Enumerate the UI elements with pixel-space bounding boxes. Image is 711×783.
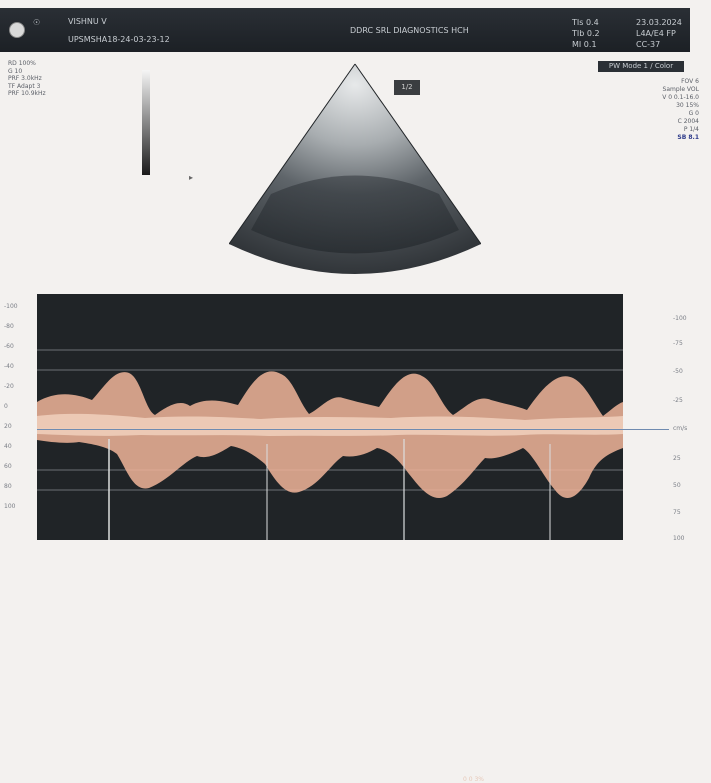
- left-scale-label: -20: [4, 383, 14, 390]
- right-scale-label: 75: [673, 509, 681, 516]
- doppler-spectrum: [37, 294, 623, 540]
- right-scale-label: -50: [673, 368, 683, 375]
- study-id: UPSMSHA18-24-03-23-12: [68, 35, 170, 44]
- left-info-panel: RD 100% G 10 PRF 3.0kHz TF Adapt 3 PRF 1…: [8, 60, 46, 98]
- cursor-icon: ▸: [189, 173, 194, 182]
- tis-value: TIs 0.4: [572, 18, 599, 27]
- sample-volume-text: 0 0 3%: [463, 776, 484, 783]
- spectral-doppler: 0 0 3%: [37, 294, 623, 783]
- left-scale-label: 40: [4, 443, 12, 450]
- logo-label: ☉: [33, 18, 41, 27]
- right-info-line: G 0: [688, 110, 699, 117]
- left-info-line: RD 100%: [8, 60, 36, 67]
- left-scale-label: 20: [4, 423, 12, 430]
- right-info-line: 30 15%: [676, 102, 699, 109]
- hospital-name: DDRC SRL DIAGNOSTICS HCH: [350, 26, 469, 35]
- ultrasound-sector: [229, 63, 481, 274]
- doppler-baseline: [37, 429, 669, 430]
- patient-name: VISHNU V: [68, 17, 107, 26]
- probe-name: L4A/E4 FP: [636, 29, 676, 38]
- left-scale-label: -80: [4, 323, 14, 330]
- right-info-line: P 1/4: [683, 126, 699, 133]
- left-scale-label: 80: [4, 483, 12, 490]
- logo-icon: [9, 22, 25, 38]
- left-scale-label: -100: [4, 303, 18, 310]
- left-scale-label: 60: [4, 463, 12, 470]
- tib-value: TIb 0.2: [572, 29, 600, 38]
- right-info-line: Sample VOL: [662, 86, 699, 93]
- image-tag: 1/2: [394, 80, 420, 95]
- left-scale-label: 0: [4, 403, 8, 410]
- right-scale-label: 25: [673, 455, 681, 462]
- grayscale-bar: [142, 70, 150, 175]
- mi-value: MI 0.1: [572, 40, 597, 49]
- right-scale-label: -25: [673, 397, 683, 404]
- left-info-line: G 10: [8, 67, 23, 75]
- right-info-line: C 2004: [677, 118, 699, 125]
- right-info-line: SB 8.1: [677, 134, 699, 141]
- header-bar: ☉ VISHNU V UPSMSHA18-24-03-23-12 DDRC SR…: [0, 8, 690, 52]
- right-scale-label: -100: [673, 315, 687, 322]
- left-scale-label: -40: [4, 363, 14, 370]
- right-info-panel: FOV 6 Sample VOL V 0 0.1-16.0 30 15% G 0…: [662, 78, 699, 142]
- left-info-line: PRF 10.9kHz: [8, 90, 46, 97]
- right-scale-label: 50: [673, 482, 681, 489]
- pw-mode-box: PW Mode 1 / Color: [598, 61, 684, 72]
- right-scale-label: -75: [673, 340, 683, 347]
- right-info-line: V 0 0.1-16.0: [662, 94, 699, 101]
- right-scale-label: 100: [673, 535, 685, 542]
- left-scale-label: 100: [4, 503, 16, 510]
- exam-date: 23.03.2024: [636, 18, 682, 27]
- left-info-line: TF Adapt 3: [8, 82, 41, 90]
- left-info-line: PRF 3.0kHz: [8, 75, 42, 82]
- right-info-line: FOV 6: [681, 78, 699, 85]
- left-scale-label: -60: [4, 343, 14, 350]
- preset-name: CC-37: [636, 40, 661, 49]
- right-scale-label: cm/s: [673, 425, 688, 432]
